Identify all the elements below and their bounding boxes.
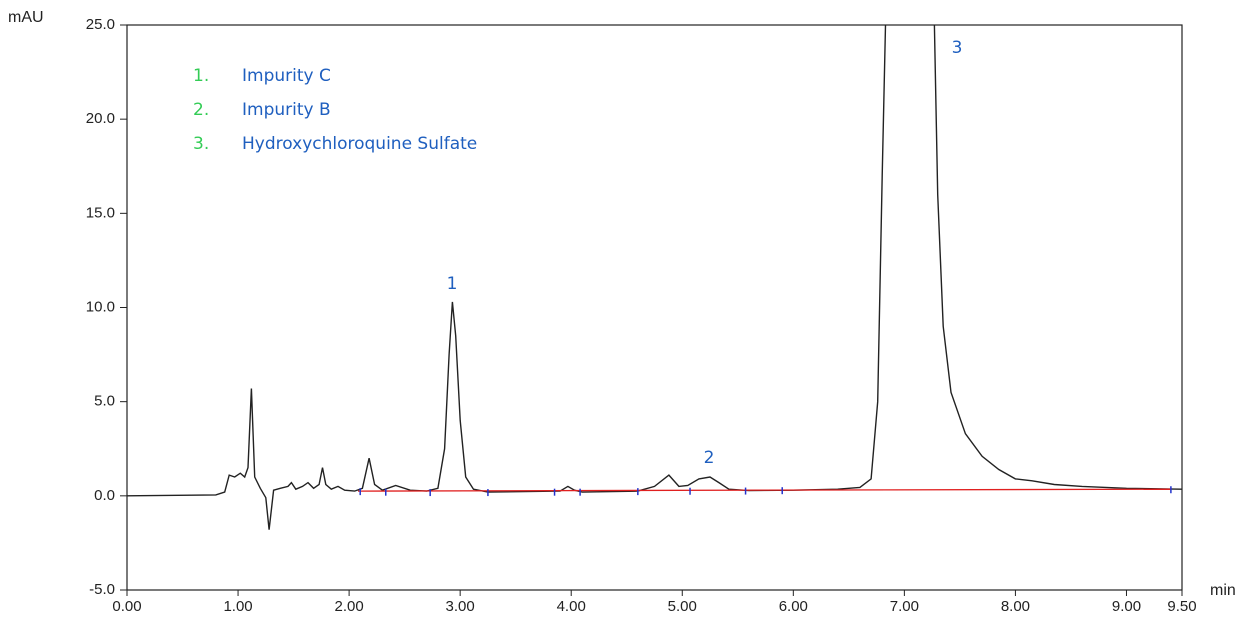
- legend-label: Impurity C: [242, 66, 331, 86]
- y-tick-label: 15.0: [86, 204, 115, 221]
- legend-label: Hydroxychloroquine Sulfate: [242, 134, 477, 154]
- y-tick-label: -5.0: [89, 581, 115, 598]
- legend-number: 3.: [193, 134, 209, 154]
- y-tick-label: 0.0: [94, 487, 115, 504]
- x-tick-label: 6.00: [779, 598, 808, 615]
- baseline: [357, 488, 1171, 492]
- x-tick-label: 8.00: [1001, 598, 1030, 615]
- x-tick-label: 5.00: [668, 598, 697, 615]
- x-tick-label: 9.50: [1167, 598, 1196, 615]
- x-tick-label: 2.00: [335, 598, 364, 615]
- x-tick-label: 0.00: [112, 598, 141, 615]
- y-tick-label: 10.0: [86, 298, 115, 315]
- peak-label: 1: [447, 274, 458, 294]
- x-tick-label: 9.00: [1112, 598, 1141, 615]
- y-tick-label: 25.0: [86, 16, 115, 33]
- x-tick-label: 4.00: [557, 598, 586, 615]
- legend-label: Impurity B: [242, 100, 331, 120]
- peak-label: 3: [952, 38, 963, 58]
- peak-label: 2: [704, 448, 715, 468]
- x-tick-label: 7.00: [890, 598, 919, 615]
- legend-number: 2.: [193, 100, 209, 120]
- plot-area: [127, 25, 1182, 530]
- y-tick-label: 5.0: [94, 393, 115, 410]
- x-tick-label: 1.00: [223, 598, 252, 615]
- chromatogram-trace: [127, 25, 1182, 530]
- y-tick-label: 20.0: [86, 110, 115, 127]
- x-axis-label: min: [1210, 582, 1236, 599]
- legend-number: 1.: [193, 66, 209, 86]
- x-tick-label: 3.00: [446, 598, 475, 615]
- y-axis-label: mAU: [8, 9, 44, 26]
